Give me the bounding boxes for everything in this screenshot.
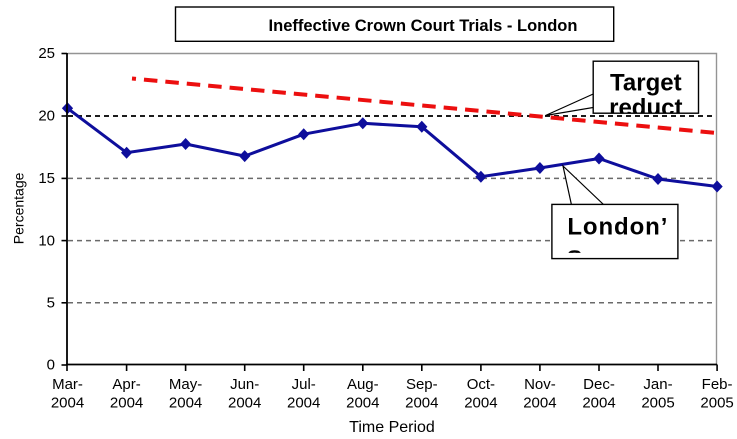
svg-text:Feb-2005: Feb-2005 (700, 376, 733, 412)
svg-text:Dec-2004: Dec-2004 (582, 376, 615, 412)
svg-text:15: 15 (38, 170, 55, 187)
svg-text:Aug-2004: Aug-2004 (346, 376, 379, 412)
svg-text:0: 0 (47, 357, 55, 374)
svg-text:Jul-2004: Jul-2004 (287, 376, 320, 412)
svg-text:Jun-2004: Jun-2004 (228, 376, 261, 412)
svg-text:Nov-2004: Nov-2004 (523, 376, 556, 412)
svg-text:Mar-2004: Mar-2004 (51, 376, 84, 412)
svg-text:25: 25 (38, 45, 55, 62)
svg-text:Sep-2004: Sep-2004 (405, 376, 438, 412)
svg-text:Oct-2004: Oct-2004 (464, 376, 497, 412)
svg-text:5: 5 (47, 295, 55, 312)
svg-text:Target: Target (610, 69, 682, 96)
svg-text:May-2004: May-2004 (169, 376, 202, 412)
svg-text:10: 10 (38, 232, 55, 249)
svg-text:S: S (567, 246, 583, 273)
svg-text:Apr-2004: Apr-2004 (110, 376, 143, 412)
svg-text:London’: London’ (567, 213, 668, 240)
svg-text:Jan-2005: Jan-2005 (641, 376, 674, 412)
svg-text:20: 20 (38, 108, 55, 125)
svg-text:Time Period: Time Period (349, 419, 435, 436)
svg-text:Ineffective Crown Court Trials: Ineffective Crown Court Trials - London (269, 17, 578, 35)
svg-text:reduct: reduct (609, 95, 682, 122)
svg-text:Percentage: Percentage (11, 172, 27, 244)
